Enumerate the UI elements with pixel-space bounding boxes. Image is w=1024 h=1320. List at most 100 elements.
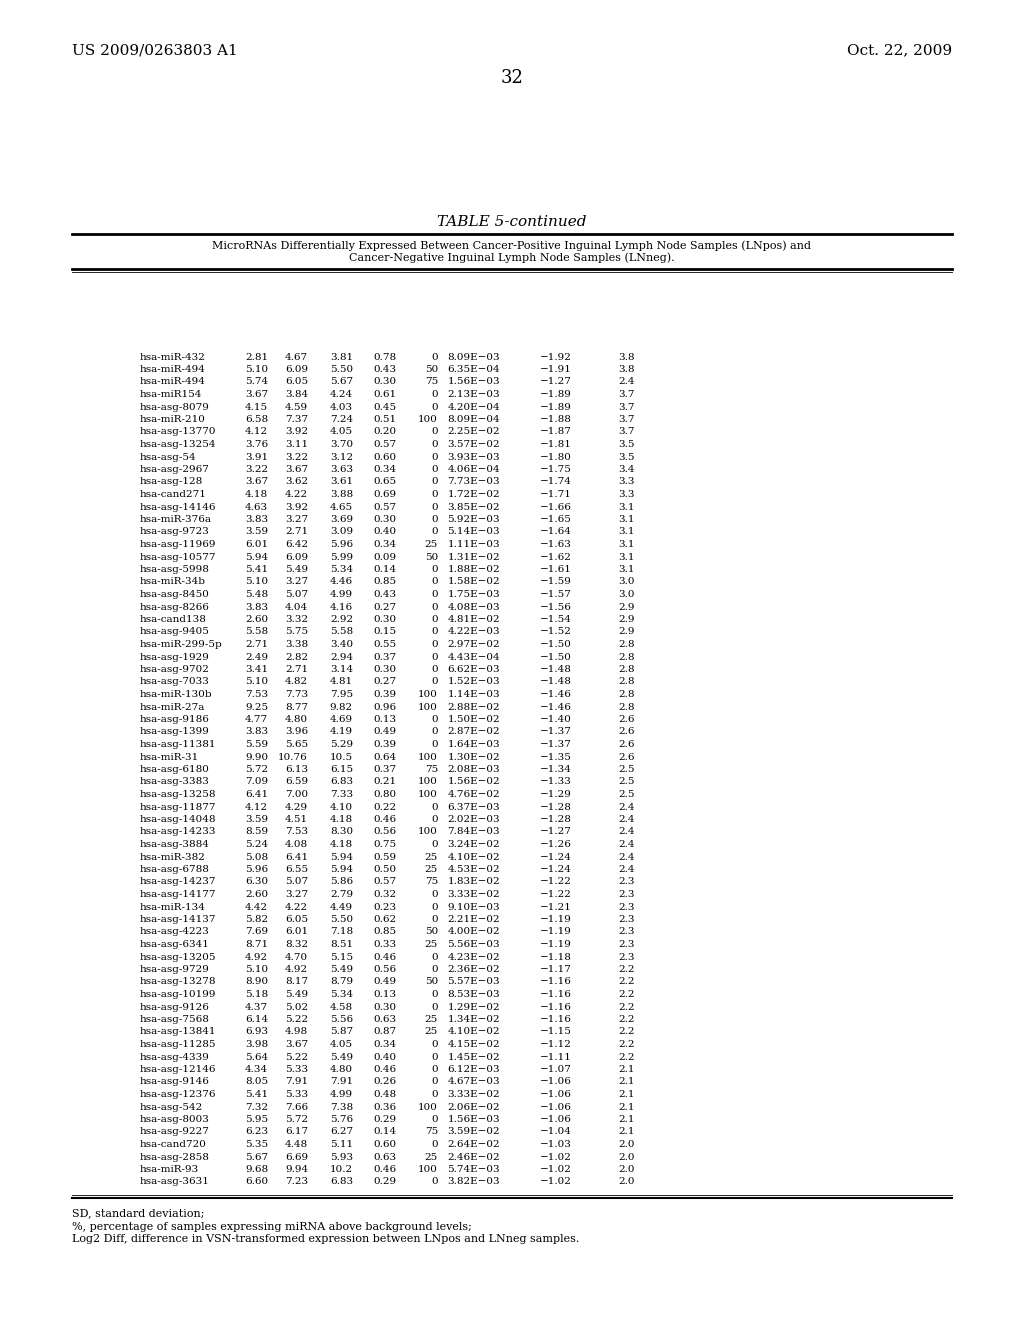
Text: 5.65: 5.65 — [285, 741, 308, 748]
Text: hsa-asg-13205: hsa-asg-13205 — [140, 953, 216, 961]
Text: −1.06: −1.06 — [540, 1115, 572, 1125]
Text: 5.72: 5.72 — [285, 1115, 308, 1125]
Text: −1.87: −1.87 — [540, 428, 572, 437]
Text: hsa-asg-54: hsa-asg-54 — [140, 453, 197, 462]
Text: 0.20: 0.20 — [373, 428, 396, 437]
Text: 8.32: 8.32 — [285, 940, 308, 949]
Text: hsa-asg-2967: hsa-asg-2967 — [140, 465, 210, 474]
Text: 0.29: 0.29 — [373, 1115, 396, 1125]
Text: 5.96: 5.96 — [330, 540, 353, 549]
Text: 2.46E−02: 2.46E−02 — [447, 1152, 500, 1162]
Text: hsa-asg-9186: hsa-asg-9186 — [140, 715, 210, 723]
Text: −1.37: −1.37 — [540, 727, 572, 737]
Text: 25: 25 — [425, 865, 438, 874]
Text: 7.37: 7.37 — [285, 414, 308, 424]
Text: 7.95: 7.95 — [330, 690, 353, 700]
Text: 3.96: 3.96 — [285, 727, 308, 737]
Text: 9.82: 9.82 — [330, 702, 353, 711]
Text: 6.59: 6.59 — [285, 777, 308, 787]
Text: 3.70: 3.70 — [330, 440, 353, 449]
Text: hsa-asg-9146: hsa-asg-9146 — [140, 1077, 210, 1086]
Text: 3.1: 3.1 — [618, 503, 635, 511]
Text: −1.40: −1.40 — [540, 715, 572, 723]
Text: 5.41: 5.41 — [245, 565, 268, 574]
Text: 0.62: 0.62 — [373, 915, 396, 924]
Text: 10.5: 10.5 — [330, 752, 353, 762]
Text: 2.4: 2.4 — [618, 840, 635, 849]
Text: hsa-cand271: hsa-cand271 — [140, 490, 207, 499]
Text: 0: 0 — [431, 665, 438, 675]
Text: 4.16: 4.16 — [330, 602, 353, 611]
Text: 100: 100 — [418, 690, 438, 700]
Text: 6.15: 6.15 — [330, 766, 353, 774]
Text: 3.27: 3.27 — [285, 890, 308, 899]
Text: 8.09E−04: 8.09E−04 — [447, 414, 500, 424]
Text: hsa-miR-494: hsa-miR-494 — [140, 366, 206, 374]
Text: −1.46: −1.46 — [540, 690, 572, 700]
Text: 2.2: 2.2 — [618, 965, 635, 974]
Text: 3.3: 3.3 — [618, 478, 635, 487]
Text: 0: 0 — [431, 528, 438, 536]
Text: 2.71: 2.71 — [285, 528, 308, 536]
Text: 5.33: 5.33 — [285, 1065, 308, 1074]
Text: 0: 0 — [431, 503, 438, 511]
Text: 3.59E−02: 3.59E−02 — [447, 1127, 500, 1137]
Text: 0.09: 0.09 — [373, 553, 396, 561]
Text: 0.46: 0.46 — [373, 953, 396, 961]
Text: 3.1: 3.1 — [618, 540, 635, 549]
Text: −1.02: −1.02 — [540, 1166, 572, 1173]
Text: 7.18: 7.18 — [330, 928, 353, 936]
Text: 2.82: 2.82 — [285, 652, 308, 661]
Text: 50: 50 — [425, 978, 438, 986]
Text: 2.8: 2.8 — [618, 665, 635, 675]
Text: 2.3: 2.3 — [618, 878, 635, 887]
Text: hsa-cand720: hsa-cand720 — [140, 1140, 207, 1148]
Text: hsa-asg-3383: hsa-asg-3383 — [140, 777, 210, 787]
Text: 6.12E−03: 6.12E−03 — [447, 1065, 500, 1074]
Text: 4.05: 4.05 — [330, 428, 353, 437]
Text: 75: 75 — [425, 878, 438, 887]
Text: 6.58: 6.58 — [245, 414, 268, 424]
Text: 2.2: 2.2 — [618, 978, 635, 986]
Text: hsa-asg-13254: hsa-asg-13254 — [140, 440, 216, 449]
Text: 0: 0 — [431, 1140, 438, 1148]
Text: 4.67E−03: 4.67E−03 — [447, 1077, 500, 1086]
Text: 0.37: 0.37 — [373, 766, 396, 774]
Text: 2.21E−02: 2.21E−02 — [447, 915, 500, 924]
Text: 4.70: 4.70 — [285, 953, 308, 961]
Text: 2.0: 2.0 — [618, 1177, 635, 1187]
Text: 2.4: 2.4 — [618, 814, 635, 824]
Text: 5.87: 5.87 — [330, 1027, 353, 1036]
Text: 3.83: 3.83 — [245, 602, 268, 611]
Text: 6.35E−04: 6.35E−04 — [447, 366, 500, 374]
Text: 4.80: 4.80 — [330, 1065, 353, 1074]
Text: 4.06E−04: 4.06E−04 — [447, 465, 500, 474]
Text: −1.29: −1.29 — [540, 789, 572, 799]
Text: 0: 0 — [431, 652, 438, 661]
Text: 100: 100 — [418, 752, 438, 762]
Text: 2.8: 2.8 — [618, 652, 635, 661]
Text: 1.45E−02: 1.45E−02 — [447, 1052, 500, 1061]
Text: hsa-asg-3631: hsa-asg-3631 — [140, 1177, 210, 1187]
Text: 3.40: 3.40 — [330, 640, 353, 649]
Text: 0.15: 0.15 — [373, 627, 396, 636]
Text: 4.76E−02: 4.76E−02 — [447, 789, 500, 799]
Text: 0.56: 0.56 — [373, 828, 396, 837]
Text: 25: 25 — [425, 853, 438, 862]
Text: −1.11: −1.11 — [540, 1052, 572, 1061]
Text: 0.26: 0.26 — [373, 1077, 396, 1086]
Text: 5.48: 5.48 — [245, 590, 268, 599]
Text: 4.48: 4.48 — [285, 1140, 308, 1148]
Text: −1.19: −1.19 — [540, 940, 572, 949]
Text: 0: 0 — [431, 965, 438, 974]
Text: 7.73: 7.73 — [285, 690, 308, 700]
Text: 3.62: 3.62 — [285, 478, 308, 487]
Text: 3.09: 3.09 — [330, 528, 353, 536]
Text: 5.02: 5.02 — [285, 1002, 308, 1011]
Text: 3.63: 3.63 — [330, 465, 353, 474]
Text: hsa-asg-6341: hsa-asg-6341 — [140, 940, 210, 949]
Text: 6.30: 6.30 — [245, 878, 268, 887]
Text: hsa-asg-5998: hsa-asg-5998 — [140, 565, 210, 574]
Text: 0.78: 0.78 — [373, 352, 396, 362]
Text: 3.11: 3.11 — [285, 440, 308, 449]
